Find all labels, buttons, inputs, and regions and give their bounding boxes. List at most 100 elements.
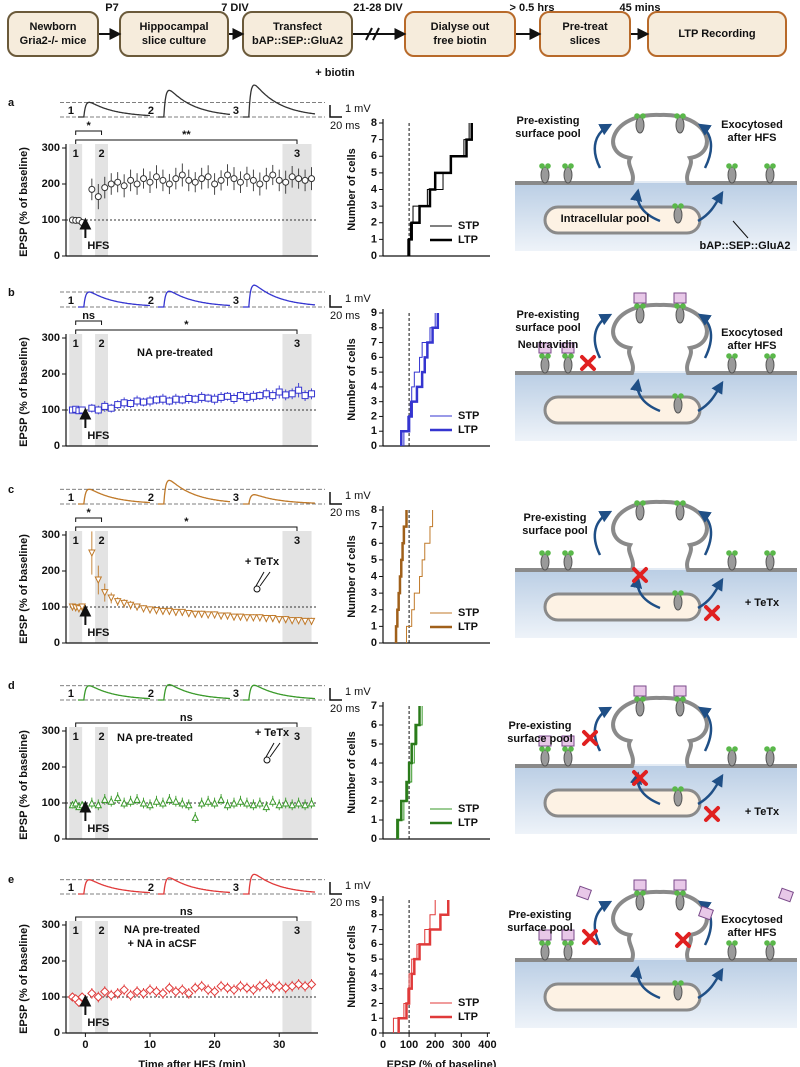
y-tick-label: 300	[42, 529, 60, 541]
y-tick-label: 0	[371, 833, 377, 845]
significance-bracket	[75, 139, 298, 144]
receptor-tag	[770, 746, 776, 752]
data-point	[224, 171, 232, 179]
data-point	[294, 798, 303, 807]
y-tick-label: 8	[371, 117, 377, 129]
receptor-tag	[764, 163, 770, 169]
data-point	[197, 798, 206, 807]
receptor-tag	[678, 786, 684, 792]
epsp-trace	[243, 84, 316, 118]
y-tick-label: 3	[371, 200, 377, 212]
data-point	[275, 800, 284, 809]
data-point	[165, 180, 173, 188]
receptor	[540, 166, 550, 184]
y-tick-label: 1	[371, 620, 377, 632]
receptor-tag	[672, 203, 678, 209]
data-point	[94, 800, 103, 809]
receptor-tag	[732, 940, 738, 946]
data-point	[281, 616, 290, 624]
data-point	[269, 171, 277, 179]
receptor-tag	[726, 163, 732, 169]
data-point	[288, 617, 296, 625]
traffic-arrow	[697, 123, 713, 169]
y-tick-label: 0	[371, 440, 377, 452]
y-axis-label: EPSP (% of baseline)	[18, 534, 30, 644]
receptor-tag	[539, 746, 545, 752]
receptor-tag	[764, 550, 770, 556]
y-tick-label: 3	[371, 776, 377, 788]
data-point	[191, 813, 200, 821]
data-point	[198, 393, 206, 401]
receptor-tag	[678, 980, 684, 986]
receptor-tag	[545, 550, 551, 556]
diagram-label: Pre-existing	[509, 720, 572, 732]
y-axis-label: Number of cells	[346, 535, 358, 618]
data-point	[178, 171, 186, 179]
scale-bar-label: 20 ms	[330, 120, 360, 132]
epsp-trace	[158, 877, 230, 895]
data-point	[288, 800, 296, 809]
diagram-label: Neutravidin	[518, 339, 579, 351]
x-tick-label: 0	[82, 1039, 88, 1051]
data-point	[178, 798, 187, 807]
legend-label: LTP	[458, 1011, 478, 1023]
flow-arrow-label: P7	[105, 2, 118, 14]
data-point	[172, 608, 180, 617]
receptor	[540, 356, 550, 374]
diagram-label: surface pool	[507, 922, 572, 934]
data-point	[236, 613, 245, 622]
y-tick-label: 9	[371, 307, 377, 319]
x-tick-label: 100	[400, 1039, 418, 1051]
data-point	[217, 393, 225, 401]
diagram-label: after HFS	[728, 340, 777, 352]
receptor-tag	[726, 550, 732, 556]
data-point	[133, 795, 141, 803]
data-point	[114, 401, 122, 409]
y-tick-label: 0	[371, 1027, 377, 1039]
y-tick-label: 200	[42, 565, 60, 577]
data-point	[152, 396, 160, 404]
diagram-label: + TeTx	[745, 597, 780, 609]
data-point	[146, 606, 154, 614]
significance-label: ns	[180, 906, 193, 918]
receptor-tag	[732, 746, 738, 752]
data-point	[140, 175, 148, 183]
data-point	[217, 612, 225, 621]
y-tick-label: 4	[371, 570, 378, 582]
data-point	[230, 613, 238, 622]
traffic-arrow	[593, 706, 613, 752]
annotation: + TeTx	[245, 556, 280, 568]
epsp-trace	[78, 488, 151, 505]
flow-arrow-label: 45 mins	[620, 2, 661, 14]
data-point	[139, 798, 148, 807]
data-point	[159, 176, 167, 184]
data-point	[158, 988, 168, 999]
receptor-tag	[545, 746, 551, 752]
traffic-arrow	[593, 123, 613, 169]
data-point	[230, 798, 238, 807]
traffic-arrow	[697, 510, 713, 556]
scale-bar	[329, 688, 342, 701]
y-tick-label: 100	[42, 991, 60, 1003]
data-point	[243, 173, 251, 181]
neutravidin	[633, 685, 647, 697]
diagram-label: Exocytosed	[721, 914, 783, 926]
y-tick-label: 4	[371, 183, 378, 195]
receptor-tag	[726, 746, 732, 752]
data-point	[269, 392, 277, 400]
trace-label: 1	[68, 492, 74, 504]
window-label: 2	[98, 535, 104, 547]
receptor-tag	[562, 163, 568, 169]
window-label: 1	[73, 338, 79, 350]
electrode-tip	[253, 585, 261, 593]
receptor	[563, 166, 573, 184]
significance-label: *	[184, 319, 189, 331]
receptor	[727, 166, 737, 184]
receptor-tag	[640, 696, 646, 702]
data-point	[249, 614, 258, 622]
panel-letter: a	[8, 97, 15, 109]
hfs-label: HFS	[87, 430, 109, 442]
analysis-window	[95, 727, 108, 839]
data-point	[127, 176, 135, 184]
trace-label: 3	[233, 688, 239, 700]
